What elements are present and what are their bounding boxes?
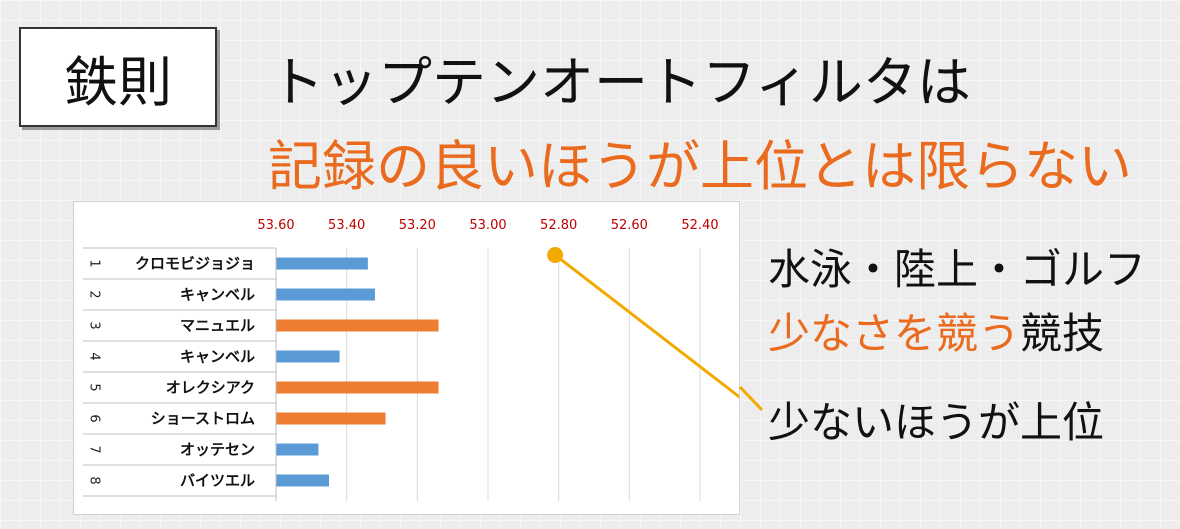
- category-label: バイツエル: [180, 472, 255, 490]
- category-label: ショーストロム: [151, 410, 255, 428]
- x-tick-label: 52.80: [540, 218, 577, 233]
- sports-list-text: 水泳・陸上・ゴルフ: [768, 245, 1147, 294]
- callout-line: [554, 253, 739, 399]
- bar: [276, 257, 368, 270]
- category-label: キャンベル: [180, 348, 255, 366]
- x-tick-label: 52.60: [611, 218, 648, 233]
- x-tick-label: 53.20: [399, 218, 436, 233]
- bar: [276, 319, 439, 332]
- rank-label: 2: [87, 290, 102, 298]
- category-label: マニュエル: [180, 317, 255, 335]
- competition-type-highlight: 少なさを競う: [768, 309, 1021, 358]
- bar-chart: 53.60 53.40 53.20 53.00 52.80 52.60 52.40 1 クロモビ…: [83, 218, 739, 501]
- rule-badge: 鉄則: [19, 27, 217, 127]
- bar: [276, 412, 386, 425]
- callout-line-tail: [738, 385, 764, 412]
- chart-panel: 53.60 53.40 53.20 53.00 52.80 52.60 52.40 1 クロモビ…: [73, 201, 740, 515]
- category-label: オレクシアク: [166, 379, 255, 397]
- x-tick-label: 53.00: [469, 218, 506, 233]
- bar: [276, 474, 329, 487]
- rank-label: 1: [87, 259, 102, 267]
- rank-label: 5: [87, 383, 102, 391]
- competition-type-rest: 競技: [1020, 309, 1105, 358]
- bar: [276, 288, 375, 301]
- rank-label: 8: [87, 476, 102, 484]
- x-tick-label: 53.60: [257, 218, 294, 233]
- rank-label: 3: [87, 321, 102, 329]
- competition-type-text: 少なさを競う競技: [768, 300, 1104, 361]
- title-line-2: 記録の良いほうが上位とは限らない: [268, 135, 1132, 198]
- category-label: オッテセン: [180, 441, 255, 459]
- x-tick-label: 52.40: [681, 218, 718, 233]
- lower-is-better-text: 少ないほうが上位: [768, 398, 1105, 447]
- x-tick-label: 53.40: [328, 218, 365, 233]
- bar: [276, 443, 319, 456]
- category-label: キャンベル: [180, 286, 255, 304]
- rank-label: 6: [87, 414, 102, 422]
- rank-label: 7: [87, 445, 102, 453]
- bar: [276, 350, 340, 363]
- marker-dot: [547, 247, 564, 263]
- bar: [276, 381, 439, 394]
- category-label: クロモビジョジョ: [135, 255, 255, 273]
- title-line-1: トップテンオートフィルタは: [270, 51, 971, 114]
- rank-label: 4: [87, 352, 102, 360]
